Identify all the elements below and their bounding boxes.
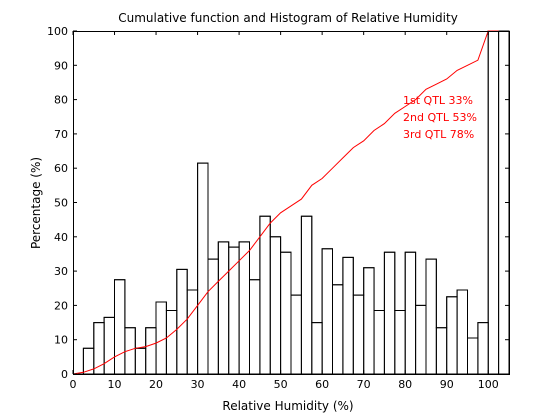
y-tick-label: 30 [54,265,68,278]
cumulative-series-line [72,30,499,375]
tick-labels-layer: 0 10 20 30 40 50 60 70 80 90 100 0 10 20 30 40 50 60 70 80 9… [47,25,499,391]
y-tick-label: 20 [54,299,68,312]
annotation-q3: 3rd QTL 78% [403,128,474,141]
x-tick-label: 40 [232,378,246,391]
annotation-q2: 2nd QTL 53% [403,111,477,124]
x-tick-label: 20 [149,378,163,391]
y-tick-label: 10 [54,334,68,347]
x-tick-label: 90 [440,378,454,391]
quartile-annotations: 1st QTL 33% 2nd QTL 53% 3rd QTL 78% [403,94,477,141]
y-tick-label: 100 [47,25,68,38]
x-axis-label: Relative Humidity (%) [222,399,353,413]
y-tick-label: 40 [54,231,68,244]
y-tick-label: 70 [54,128,68,141]
x-tick-label: 30 [191,378,205,391]
y-tick-label: 60 [54,162,68,175]
x-tick-label: 60 [315,378,329,391]
x-tick-label: 70 [357,378,371,391]
annotation-q1: 1st QTL 33% [403,94,473,107]
y-tick-label: 0 [61,368,68,381]
x-tick-label: 100 [478,378,499,391]
x-tick-label: 50 [274,378,288,391]
y-tick-label: 90 [54,59,68,72]
y-tick-label: 50 [54,197,68,210]
x-tick-label: 10 [108,378,122,391]
ticks-layer [72,30,509,375]
x-tick-label: 0 [70,378,77,391]
x-tick-label: 80 [398,378,412,391]
chart-title: Cumulative function and Histogram of Rel… [118,11,458,25]
y-axis-label: Percentage (%) [29,157,43,249]
y-tick-label: 80 [54,94,68,107]
cumulative-layer [72,30,499,375]
